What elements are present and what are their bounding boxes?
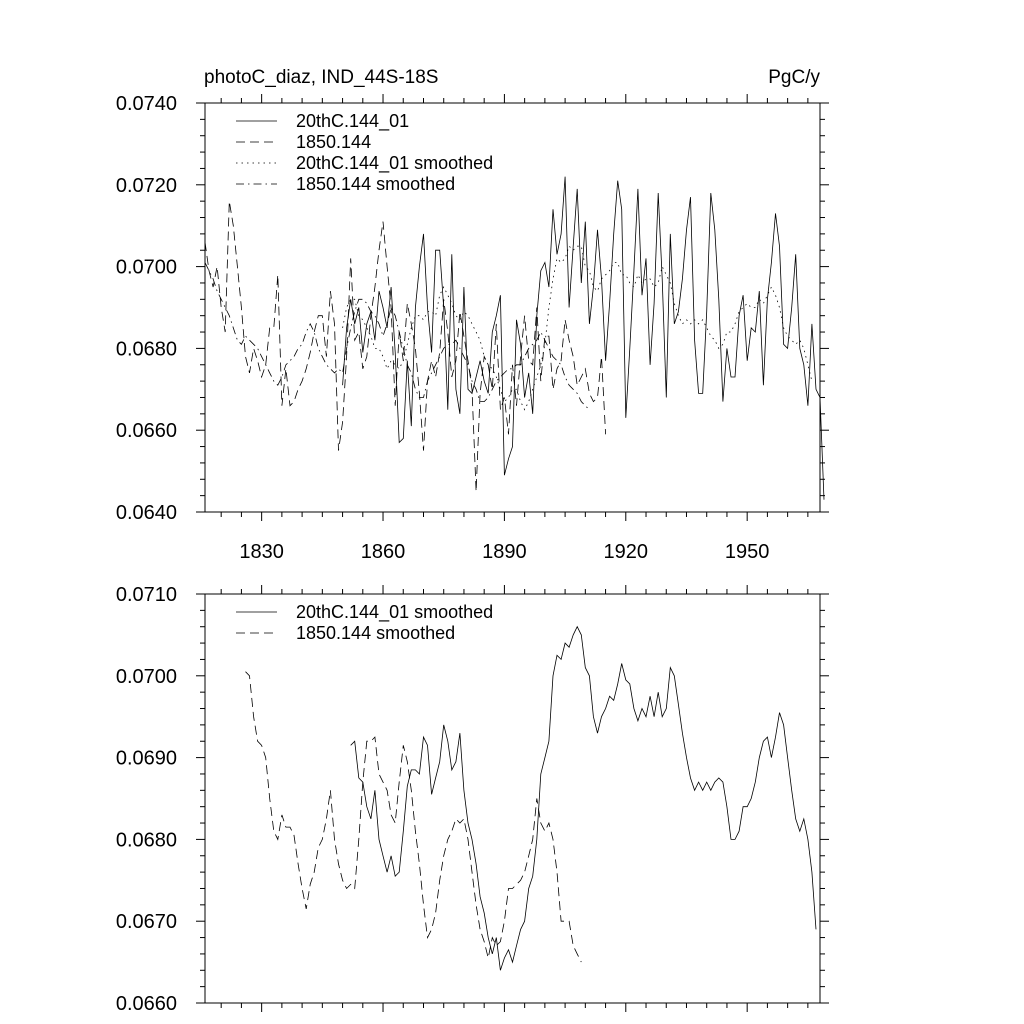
y-tick-label: 0.0700 <box>116 257 177 279</box>
y-tick-label: 0.0740 <box>116 93 177 115</box>
y-tick-label: 0.0640 <box>116 502 177 524</box>
y-tick-label: 0.0660 <box>116 420 177 442</box>
bottom-axis-ticks: 0.0660 0.0670 0.0680 0.0690 0.0700 0.0710 <box>116 584 829 1015</box>
y-tick-label: 0.0710 <box>116 584 177 606</box>
series-line-1 <box>204 201 606 492</box>
legend-label: 20thC.144_01 <box>296 111 409 132</box>
y-tick-label: 0.0670 <box>116 911 177 933</box>
y-tick-label: 0.0660 <box>116 993 177 1015</box>
top-chart-title: photoC_diaz, IND_44S-18S <box>204 67 438 88</box>
top-axis-ticks: 0.0640 0.0660 0.0680 0.0700 0.0720 0.0740 1830… <box>116 93 829 563</box>
y-tick-label: 0.0700 <box>116 666 177 688</box>
x-tick-label: 1890 <box>482 541 527 563</box>
top-panel: photoC_diaz, IND_44S-18S PgC/y 0.06400.0… <box>116 67 829 563</box>
series-line-3 <box>204 262 590 410</box>
legend-label: 20thC.144_01 smoothed <box>296 153 493 174</box>
y-tick-label: 0.0680 <box>116 338 177 360</box>
bottom-series-group <box>245 625 817 971</box>
top-series-group <box>204 176 825 500</box>
x-tick-label: 1920 <box>604 541 649 563</box>
top-chart-units: PgC/y <box>768 67 820 88</box>
series-line-0 <box>350 625 817 971</box>
x-tick-label: 1830 <box>239 541 284 563</box>
y-tick-label: 0.0680 <box>116 829 177 851</box>
top-plot-frame <box>204 102 821 513</box>
x-tick-label: 1860 <box>361 541 406 563</box>
series-line-1 <box>245 671 582 963</box>
legend-label: 1850.144 smoothed <box>296 623 455 643</box>
legend-label: 1850.144 smoothed <box>296 174 455 194</box>
y-tick-label: 0.0690 <box>116 748 177 770</box>
bottom-panel: 0.0660 0.0670 0.0680 0.0690 0.0700 0.0710 20t… <box>116 584 829 1015</box>
series-line-0 <box>342 176 825 500</box>
y-tick-label: 0.0720 <box>116 175 177 197</box>
legend-label: 1850.144 <box>296 132 371 152</box>
bottom-plot-frame <box>204 593 821 1004</box>
x-tick-label: 1950 <box>725 541 770 563</box>
legend-label: 20thC.144_01 smoothed <box>296 602 493 623</box>
